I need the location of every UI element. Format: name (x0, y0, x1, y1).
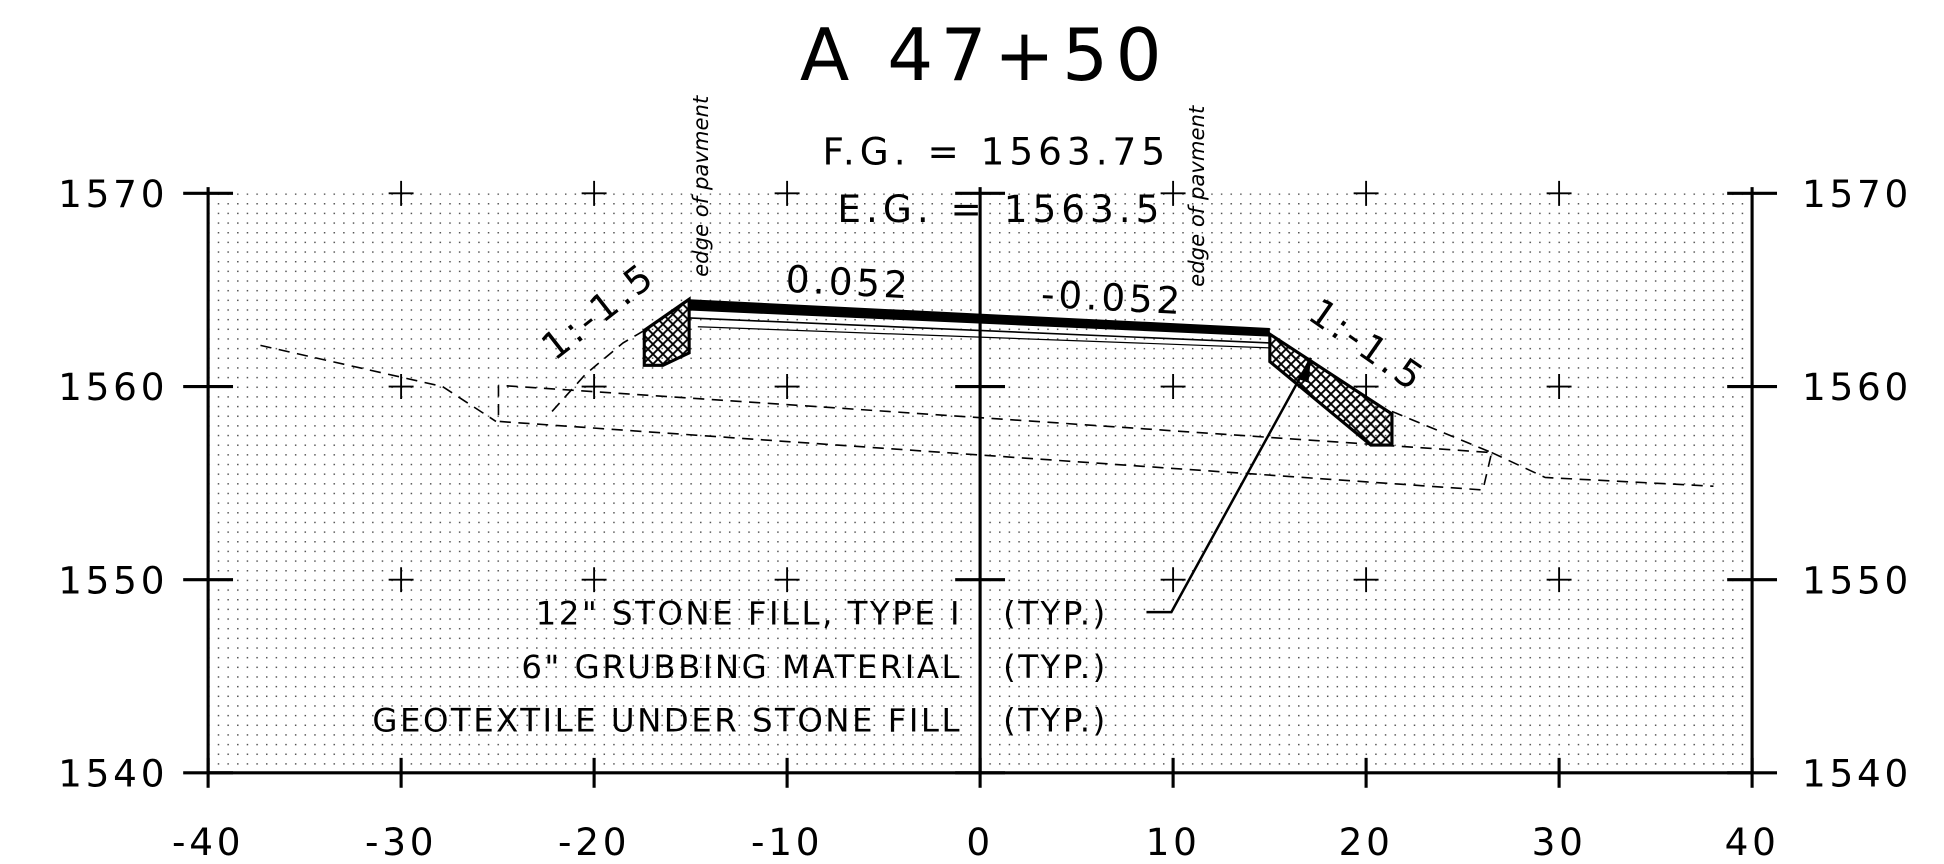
grid-cross (1160, 180, 1186, 206)
stone-fill-left (642, 296, 691, 367)
y-tick-label: 1570 (58, 172, 168, 216)
edge-label: edge of pavment (688, 95, 713, 277)
cross-slope-label: 0.052 (785, 257, 913, 308)
grid-cross (1546, 180, 1572, 206)
x-tick-label: -30 (365, 820, 437, 864)
x-tick-label: -20 (558, 820, 630, 864)
arrowhead (1298, 357, 1311, 383)
pavement (689, 299, 1270, 337)
grid-cross (774, 374, 800, 399)
y-tick-label: 1550 (1802, 558, 1912, 602)
grid-cross (581, 180, 607, 206)
axes: 1540 1540 1550 1550 1560 1560 1570 1570 -40 -30 -2… (58, 172, 1912, 864)
y-tick-label: 1540 (1802, 752, 1912, 796)
grid-cross (774, 180, 800, 206)
note-suffix: (TYP.) (1003, 702, 1108, 740)
pavement-subbase (697, 326, 1270, 349)
pavement-base (689, 317, 1270, 344)
x-tick-label: 20 (1339, 820, 1394, 864)
note-text: 6" GRUBBING MATERIAL (521, 648, 962, 686)
edge-label: edge of pavment (1184, 105, 1209, 287)
y-tick-label: 1550 (58, 558, 168, 602)
grid-cross (1160, 567, 1186, 593)
note-suffix: (TYP.) (1003, 648, 1108, 686)
grid-cross (388, 567, 414, 593)
grid-cross (1353, 567, 1379, 593)
grid-cross (1546, 567, 1572, 593)
grid-cross (581, 374, 607, 399)
grid-cross (581, 567, 607, 593)
x-tick-label: -10 (751, 820, 823, 864)
subgrade-outline (497, 384, 1493, 491)
x-tick-label: 40 (1725, 820, 1780, 864)
x-tick-label: 0 (966, 820, 994, 864)
y-tick-label: 1540 (58, 752, 168, 796)
existing-ground (260, 344, 497, 423)
stone-fill-right (1268, 331, 1394, 447)
note-text: GEOTEXTILE UNDER STONE FILL (372, 702, 962, 740)
x-tick-label: 30 (1532, 820, 1587, 864)
y-tick-label: 1560 (58, 365, 168, 409)
note-text: 12" STONE FILL, TYPE I (536, 595, 962, 633)
note-suffix: (TYP.) (1003, 595, 1108, 633)
grid-cross (1160, 374, 1186, 399)
title: A 47+50 (800, 14, 1169, 98)
x-tick-label: 10 (1146, 820, 1201, 864)
grid-cross (388, 374, 414, 399)
leader-line (1146, 357, 1313, 614)
x-tick-label: -40 (172, 820, 244, 864)
fg-label: F.G. = 1563.75 (822, 130, 1170, 174)
left-slope-dash (551, 329, 645, 412)
grid-cross (1353, 180, 1379, 206)
eg-label: E.G. = 1563.5 (837, 187, 1164, 231)
grid-cross (388, 180, 414, 206)
grid-cross (1546, 374, 1572, 399)
notes: 12" STONE FILL, TYPE I (TYP.) 6" GRUBBING … (372, 595, 1108, 740)
y-tick-label: 1570 (1802, 172, 1912, 216)
grid-cross (774, 567, 800, 593)
existing-ground-right (1491, 451, 1714, 488)
cross-slope-label: -0.052 (1040, 272, 1185, 323)
grid-cross (1353, 374, 1379, 399)
y-tick-label: 1560 (1802, 365, 1912, 409)
